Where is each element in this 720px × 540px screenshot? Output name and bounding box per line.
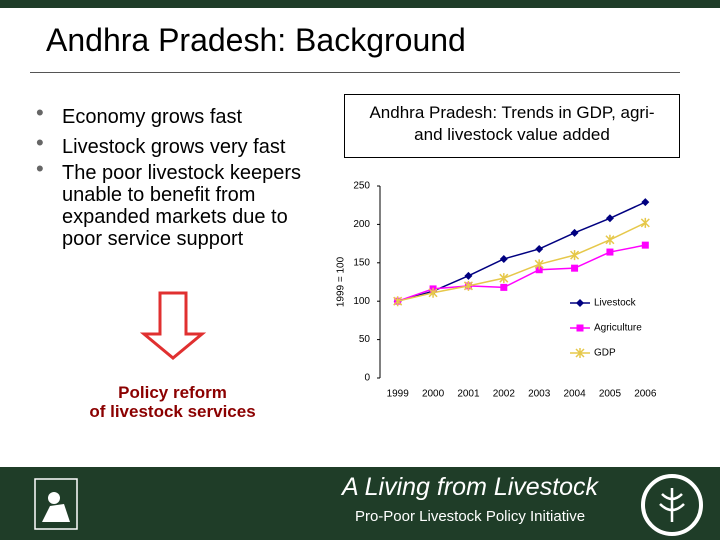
bullet: The poor livestock keepers unable to ben… [36,158,332,250]
policy-reform: Policy reform of livestock services [60,383,285,421]
footer-subtitle: Pro-Poor Livestock Policy Initiative [354,508,586,525]
x-tick-label: 2001 [457,389,480,400]
bullet: Livestock grows very fast [36,132,332,158]
marker [428,287,438,298]
top-bar [0,0,720,8]
marker [570,228,579,237]
marker [463,280,473,291]
x-tick-label: 2005 [599,389,622,400]
x-tick-label: 2000 [422,389,445,400]
marker [499,273,509,284]
title-rule [30,72,680,73]
y-tick-label: 250 [353,181,370,192]
marker [605,234,615,245]
legend-label: Livestock [594,298,637,309]
y-tick-label: 50 [359,334,371,345]
left-logo [34,478,78,530]
series-line [397,244,646,302]
marker [500,283,508,291]
chart-title: Andhra Pradesh: Trends in GDP, agri- and… [369,103,655,144]
x-tick-label: 2002 [493,389,516,400]
y-tick-label: 200 [353,219,370,230]
y-axis-label: 1999 = 100 [336,256,347,307]
footer-title: A Living from Livestock [341,473,599,501]
x-tick-label: 2006 [634,389,657,400]
marker [535,266,543,274]
x-tick-label: 2003 [528,389,551,400]
y-tick-label: 150 [353,257,370,268]
legend-marker [575,348,585,358]
chart-title-box: Andhra Pradesh: Trends in GDP, agri- and… [344,94,680,158]
marker [605,214,614,223]
legend-marker [576,324,584,332]
marker [640,217,650,228]
marker [393,296,403,307]
series-line [397,222,646,302]
marker [534,259,544,270]
bullet-list: Economy grows fast Livestock grows very … [36,102,332,258]
marker [535,244,544,253]
legend-label: GDP [594,348,616,359]
bullet: Economy grows fast [36,102,332,128]
footer [0,467,720,540]
chart: 1999 = 100 0 50 100 150 200 250 1999 2000 2001 20… [336,181,657,400]
policy-line: of livestock services [89,402,256,421]
y-tick-label: 100 [353,296,370,307]
marker [499,254,508,263]
marker [464,271,473,280]
marker [606,248,614,256]
marker [571,264,579,272]
policy-line: Policy reform [118,383,227,402]
marker [641,198,650,207]
fao-logo [641,474,703,536]
down-arrow [140,291,207,360]
legend-label: Agriculture [594,323,642,334]
x-tick-label: 2004 [563,389,586,400]
marker [570,250,580,261]
y-tick-label: 0 [364,373,370,384]
marker [641,241,649,249]
legend-marker [576,299,584,307]
x-tick-label: 1999 [387,389,410,400]
slide-title: Andhra Pradesh: Background [46,22,466,58]
